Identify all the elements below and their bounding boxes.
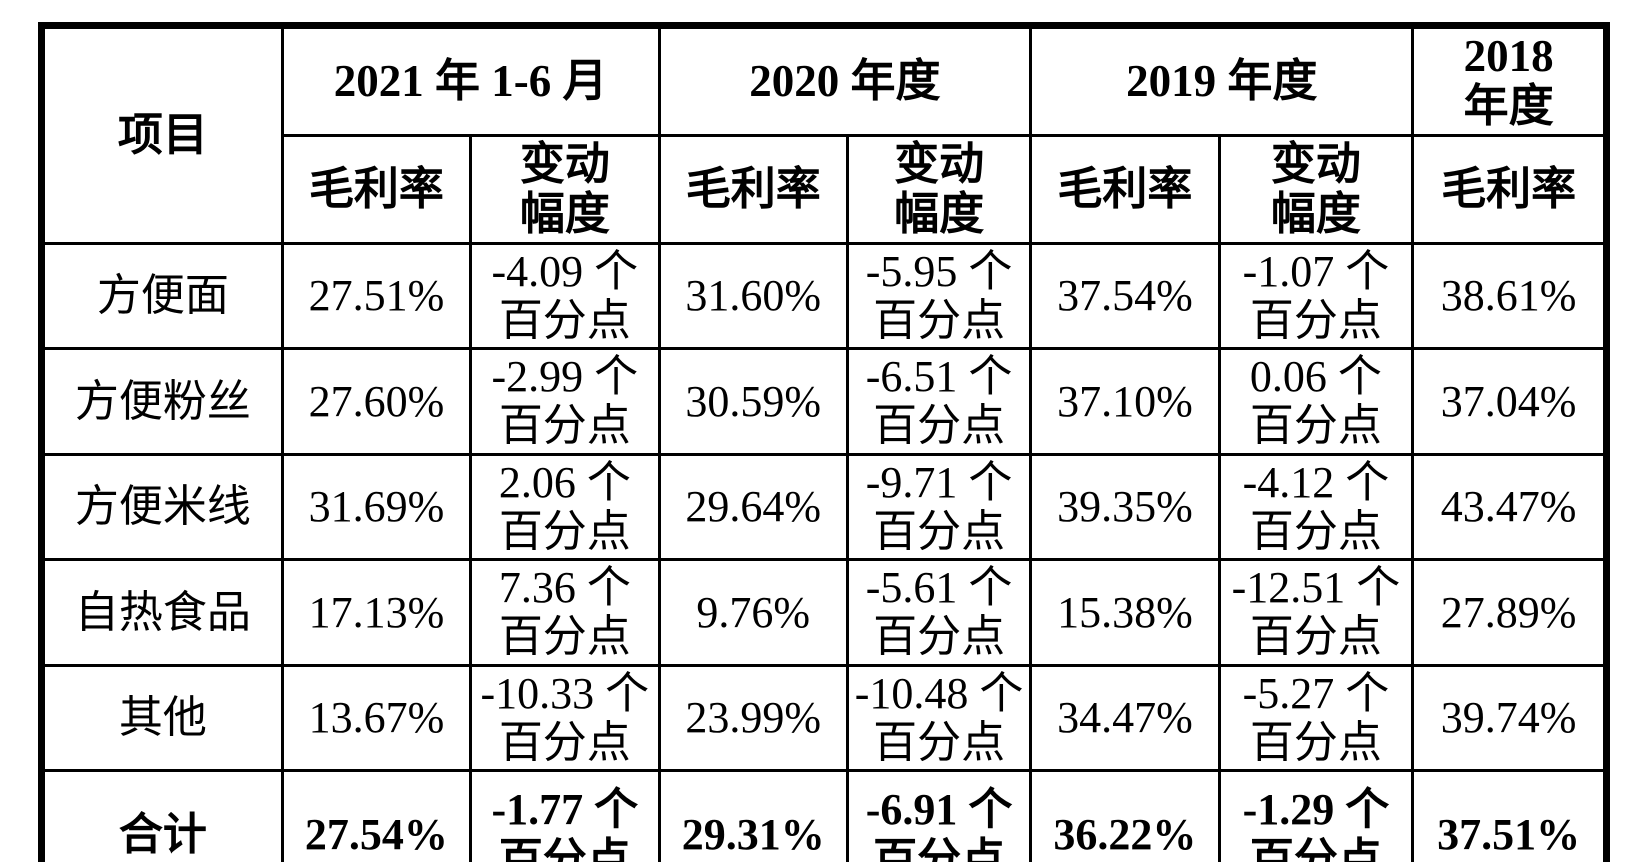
table-row-instant-vermicelli: 方便粉丝 27.60% -2.99 个 百分点 30.59% -6.51 个 百… (40, 347, 1608, 456)
row-label: 自热食品 (40, 558, 284, 667)
row-label: 方便米线 (40, 452, 284, 562)
subheader-2021-margin: 毛利率 (280, 133, 473, 245)
total-value-cell: 37.51% (1411, 769, 1608, 862)
value-cell: 0.06 个 百分点 (1217, 347, 1415, 456)
value-cell: -5.95 个 百分点 (845, 241, 1033, 351)
period-header-2021h1: 2021 年 1-6 月 (280, 24, 661, 137)
total-value-cell: -6.91 个 百分点 (845, 769, 1033, 862)
subheader-2020-margin: 毛利率 (657, 133, 849, 245)
value-cell: 15.38% (1029, 558, 1221, 667)
value-cell: -9.71 个 百分点 (845, 452, 1033, 562)
table-row-self-heating-food: 自热食品 17.13% 7.36 个 百分点 9.76% -5.61 个 百分点… (40, 558, 1608, 667)
value-cell: 43.47% (1411, 452, 1608, 562)
value-cell: 31.69% (280, 452, 473, 562)
period-header-2018: 2018 年度 (1411, 24, 1608, 137)
value-cell: 37.10% (1029, 347, 1221, 456)
header-row-measures: 毛利率 变动 幅度 毛利率 变动 幅度 毛利率 变动 幅度 毛利率 (42, 133, 1608, 245)
table-row-other: 其他 13.67% -10.33 个 百分点 23.99% -10.48 个 百… (40, 663, 1608, 773)
value-cell: -10.48 个 百分点 (845, 663, 1033, 773)
value-cell: 9.76% (657, 558, 849, 667)
value-cell: 13.67% (280, 663, 473, 773)
value-cell: 27.89% (1411, 558, 1608, 667)
value-cell: 31.60% (657, 241, 849, 351)
subheader-2021-change: 变动 幅度 (469, 133, 661, 245)
value-cell: 39.35% (1029, 452, 1221, 562)
value-cell: 27.60% (280, 347, 473, 456)
value-cell: 23.99% (657, 663, 849, 773)
value-cell: -12.51 个 百分点 (1217, 558, 1415, 667)
subheader-2019-margin: 毛利率 (1029, 133, 1221, 245)
value-cell: 27.51% (280, 241, 473, 351)
row-label: 其他 (40, 663, 284, 773)
value-cell: -1.07 个 百分点 (1217, 241, 1415, 351)
value-cell: 37.54% (1029, 241, 1221, 351)
value-cell: -4.09 个 百分点 (469, 241, 661, 351)
value-cell: -5.27 个 百分点 (1217, 663, 1415, 773)
total-value-cell: -1.77 个 百分点 (469, 769, 661, 862)
value-cell: 37.04% (1411, 347, 1608, 456)
corner-header-item: 项目 (40, 24, 284, 245)
row-label: 方便面 (40, 241, 284, 351)
row-label: 方便粉丝 (40, 347, 284, 456)
value-cell: 2.06 个 百分点 (469, 452, 661, 562)
value-cell: -6.51 个 百分点 (845, 347, 1033, 456)
value-cell: 39.74% (1411, 663, 1608, 773)
value-cell: 29.64% (657, 452, 849, 562)
total-value-cell: 27.54% (280, 769, 473, 862)
value-cell: -10.33 个 百分点 (469, 663, 661, 773)
header-row-periods: 项目 2021 年 1-6 月 2020 年度 2019 年度 2018 年度 (40, 24, 1608, 245)
total-value-cell: 29.31% (657, 769, 849, 862)
value-cell: -5.61 个 百分点 (845, 558, 1033, 667)
value-cell: -4.12 个 百分点 (1217, 452, 1415, 562)
subheader-2019-change: 变动 幅度 (1217, 133, 1415, 245)
value-cell: 30.59% (657, 347, 849, 456)
table-row-total: 合计 27.54% -1.77 个 百分点 29.31% -6.91 个 百分点… (40, 769, 1608, 862)
total-value-cell: 36.22% (1029, 769, 1221, 862)
value-cell: 38.61% (1411, 241, 1608, 351)
total-row-label: 合计 (40, 769, 284, 862)
gross-margin-table: 项目 2021 年 1-6 月 2020 年度 2019 年度 2018 年度 … (38, 22, 1610, 862)
value-cell: -2.99 个 百分点 (469, 347, 661, 456)
value-cell: 34.47% (1029, 663, 1221, 773)
subheader-2018-margin: 毛利率 (1411, 133, 1608, 245)
value-cell: 17.13% (280, 558, 473, 667)
table-row-instant-rice-noodles: 方便米线 31.69% 2.06 个 百分点 29.64% -9.71 个 百分… (40, 452, 1608, 562)
subheader-2020-change: 变动 幅度 (845, 133, 1033, 245)
value-cell: 7.36 个 百分点 (469, 558, 661, 667)
period-header-2020: 2020 年度 (657, 24, 1033, 137)
table-row-instant-noodles: 方便面 27.51% -4.09 个 百分点 31.60% -5.95 个 百分… (40, 241, 1608, 351)
total-value-cell: -1.29 个 百分点 (1217, 769, 1415, 862)
period-header-2019: 2019 年度 (1029, 24, 1415, 137)
